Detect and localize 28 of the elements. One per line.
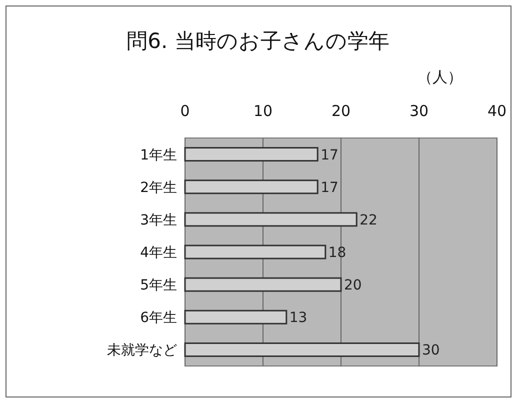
- y-tick-label: 未就学など: [107, 342, 177, 359]
- data-label: 17: [320, 147, 338, 164]
- y-tick-label: 1年生: [140, 147, 177, 164]
- bar: [184, 212, 358, 227]
- data-label: 22: [360, 212, 378, 228]
- bar: [184, 180, 318, 194]
- data-label: 13: [289, 310, 308, 326]
- y-tick-label: 2年生: [140, 180, 177, 196]
- x-tick-label: 0: [180, 102, 190, 120]
- chart-title: 問6. 当時のお子さんの学年: [126, 29, 390, 53]
- data-label: 17: [320, 180, 338, 196]
- bar: [184, 310, 288, 324]
- x-tick-label: 10: [253, 102, 273, 120]
- y-tick-label: 5年生: [140, 278, 177, 294]
- x-tick-label: 30: [409, 102, 429, 120]
- y-tick-label: 6年生: [140, 310, 177, 326]
- y-tick-label: 3年生: [140, 212, 177, 228]
- y-tick-label: 4年生: [140, 245, 177, 261]
- bar: [184, 342, 420, 357]
- x-axis-title: （人）: [418, 68, 462, 86]
- bar: [184, 277, 342, 292]
- bar: [184, 147, 318, 162]
- data-label: 30: [422, 342, 440, 359]
- bar: [184, 244, 326, 260]
- data-label: 20: [344, 278, 362, 294]
- x-tick-label: 40: [487, 102, 507, 120]
- x-tick-label: 20: [331, 102, 351, 120]
- data-label: 18: [328, 245, 346, 261]
